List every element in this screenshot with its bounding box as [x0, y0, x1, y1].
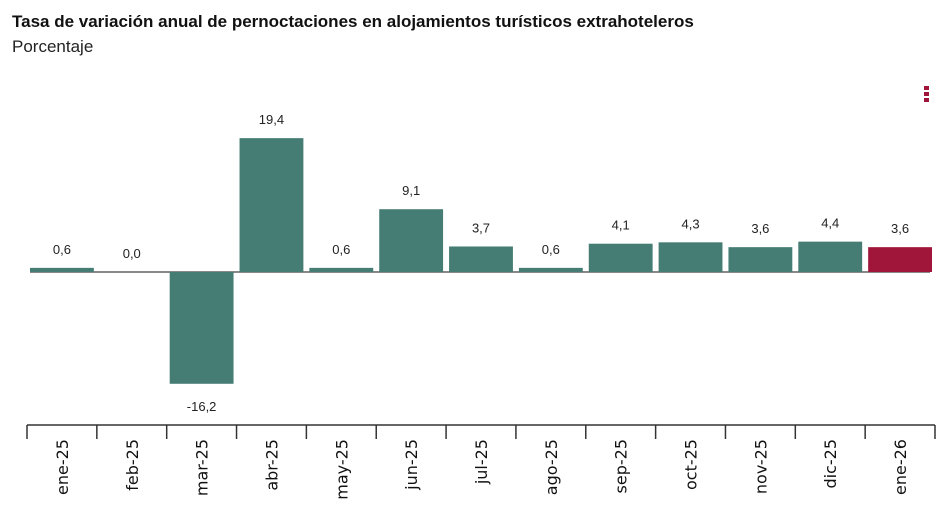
bar-ago-25 [518, 267, 583, 272]
bar-abr-25 [239, 138, 304, 272]
data-label-jun-25: 9,1 [402, 183, 420, 198]
bar-dic-25 [798, 241, 863, 272]
data-label-abr-25: 19,4 [259, 112, 284, 127]
menu-icon[interactable] [924, 86, 930, 104]
data-label-sep-25: 4,1 [612, 218, 630, 233]
x-tick-label-feb-25: feb-25 [123, 439, 142, 491]
x-tick-label-ene-25: ene-25 [53, 439, 72, 495]
bar-jun-25 [379, 209, 444, 272]
x-tick-label-ago-25: ago-25 [542, 439, 561, 495]
bar-ene-25 [30, 267, 94, 272]
bar-sep-25 [588, 243, 653, 272]
data-label-jul-25: 3,7 [472, 220, 490, 235]
data-label-mar-25: -16,2 [187, 399, 217, 414]
bar-mar-25 [169, 272, 234, 384]
data-label-dic-25: 4,4 [821, 216, 839, 231]
x-tick-label-nov-25: nov-25 [751, 439, 770, 494]
x-tick-label-jul-25: jul-25 [472, 439, 491, 485]
data-label-may-25: 0,6 [332, 242, 350, 257]
bar-jul-25 [449, 246, 513, 272]
x-tick-label-jun-25: jun-25 [402, 439, 421, 491]
data-label-ago-25: 0,6 [542, 242, 560, 257]
data-label-feb-25: 0,0 [123, 246, 141, 261]
bar-ene-26 [868, 247, 932, 272]
bar-may-25 [309, 267, 374, 272]
data-label-nov-25: 3,6 [751, 221, 769, 236]
x-tick-label-ene-26: ene-26 [891, 439, 910, 495]
x-tick-label-dic-25: dic-25 [821, 439, 840, 489]
x-tick-label-oct-25: oct-25 [682, 439, 701, 490]
data-label-ene-26: 3,6 [891, 221, 909, 236]
x-tick-label-mar-25: mar-25 [193, 439, 212, 496]
x-tick-label-sep-25: sep-25 [612, 439, 631, 493]
chart-subtitle: Porcentaje [12, 37, 94, 56]
chart-title: Tasa de variación anual de pernoctacione… [12, 12, 694, 31]
data-label-oct-25: 4,3 [681, 216, 699, 231]
data-label-ene-25: 0,6 [53, 242, 71, 257]
bar-nov-25 [728, 247, 793, 272]
bar-oct-25 [658, 242, 723, 272]
x-tick-label-abr-25: abr-25 [262, 439, 281, 491]
x-tick-label-may-25: may-25 [332, 439, 351, 500]
